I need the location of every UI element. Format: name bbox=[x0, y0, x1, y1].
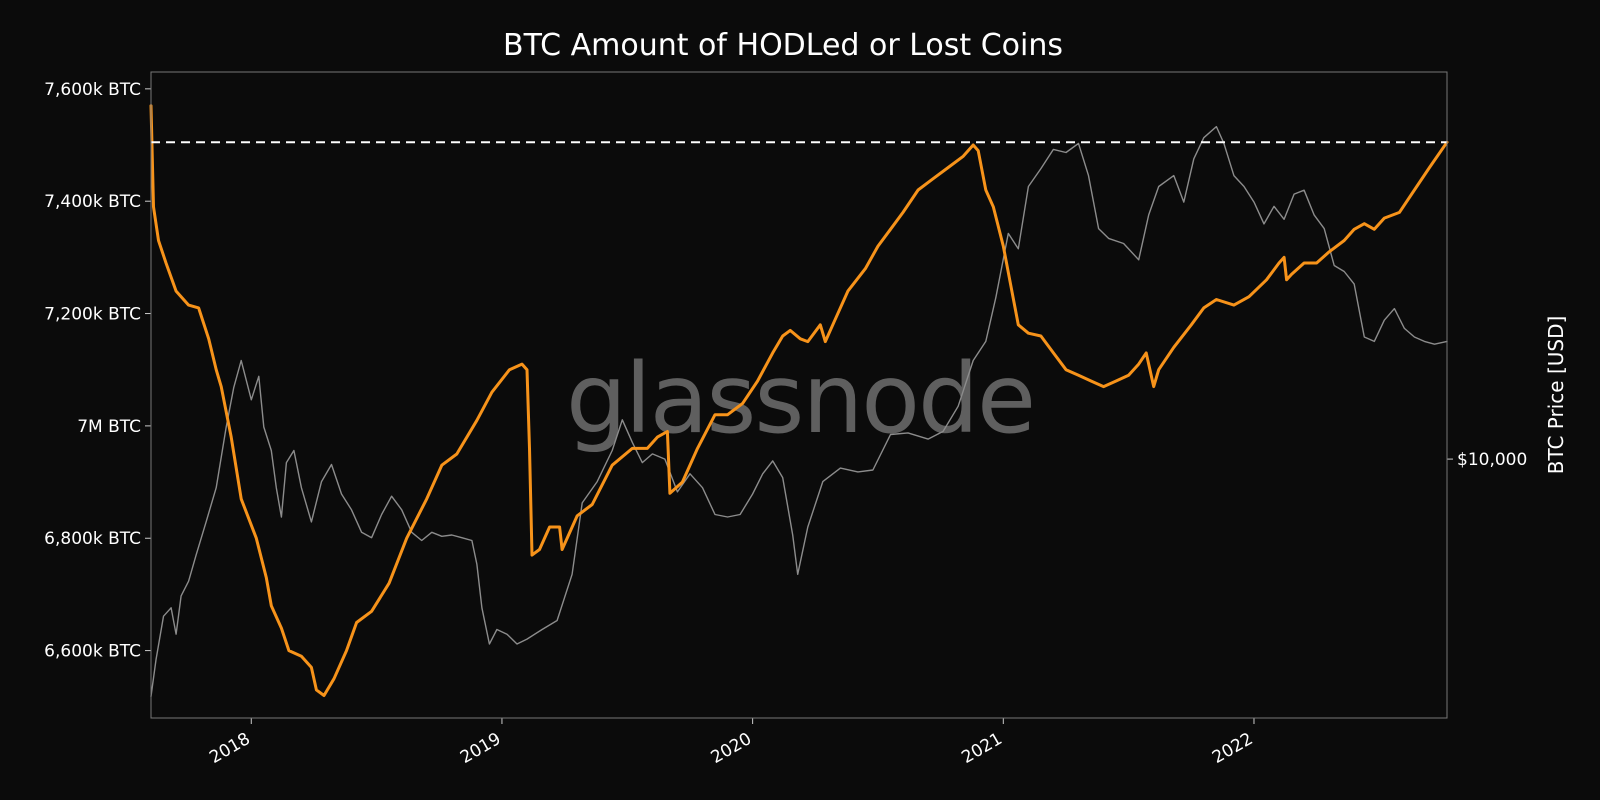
left-tick-label: 7,200k BTC bbox=[44, 305, 141, 325]
left-tick-label: 6,600k BTC bbox=[44, 642, 141, 662]
right-tick-label: $10,000 bbox=[1457, 450, 1527, 470]
right-axis-label: BTC Price [USD] bbox=[1544, 316, 1568, 475]
hodled-coins-line bbox=[149, 104, 1449, 697]
left-tick-label: 7M BTC bbox=[77, 417, 141, 437]
left-tick-label: 6,800k BTC bbox=[44, 529, 141, 549]
left-tick-label: 7,600k BTC bbox=[44, 80, 141, 100]
btc-price-line bbox=[150, 125, 1448, 698]
left-tick-label: 7,400k BTC bbox=[44, 192, 141, 212]
plot-frame bbox=[150, 71, 1448, 719]
chart-title: BTC Amount of HODLed or Lost Coins bbox=[503, 28, 1063, 63]
left-axis: 6,600k BTC 6,800k BTC 7M BTC 7,200k BTC 7,40… bbox=[44, 80, 151, 662]
right-axis: $10,000 bbox=[1447, 450, 1527, 470]
watermark: glassnode bbox=[566, 343, 1034, 455]
plot-area: glassnode bbox=[149, 104, 1449, 698]
